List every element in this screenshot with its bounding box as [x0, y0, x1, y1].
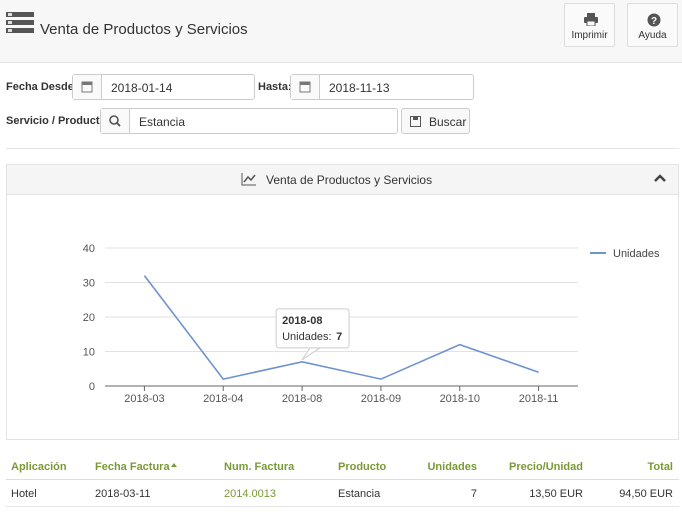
column-header[interactable]: Unidades: [427, 461, 477, 473]
table-cell: 2018-03-11: [95, 488, 151, 500]
table-cell: Estancia: [338, 488, 381, 500]
table-cell: 7: [470, 488, 477, 500]
table-cell: 94,50 EUR: [619, 488, 673, 500]
page-title: Venta de Productos y Servicios: [40, 21, 248, 38]
chart-panel: Venta de Productos y Servicios: [6, 164, 679, 440]
column-header[interactable]: Total: [647, 461, 673, 473]
x-tick-label: 2018-04: [203, 393, 243, 405]
print-label: Imprimir: [571, 30, 608, 41]
column-header[interactable]: Producto: [338, 461, 387, 473]
help-label: Ayuda: [638, 30, 667, 41]
date-to-value: 2018-11-13: [329, 81, 390, 95]
separator: [6, 148, 679, 149]
column-header[interactable]: Fecha Factura: [95, 461, 170, 473]
svg-text:?: ?: [651, 16, 657, 27]
legend-label: Unidades: [613, 248, 660, 260]
date-to-label: Hasta:: [258, 81, 292, 93]
table-cell: Hotel: [11, 488, 37, 500]
date-from-label: Fecha Desde:: [6, 81, 78, 93]
column-header[interactable]: Aplicación: [11, 461, 67, 473]
tooltip-label: Unidades:: [282, 331, 332, 343]
x-tick-label: 2018-09: [361, 393, 401, 405]
date-to-input[interactable]: 2018-11-13: [290, 74, 474, 100]
column-header[interactable]: Num. Factura: [224, 461, 295, 473]
y-tick-label: 0: [89, 381, 95, 393]
search-button[interactable]: Buscar: [401, 108, 470, 134]
y-tick-label: 40: [83, 243, 95, 255]
x-tick-label: 2018-08: [282, 393, 322, 405]
table-header-border: [6, 479, 679, 480]
table-cell: 13,50 EUR: [529, 488, 583, 500]
tooltip: [275, 308, 350, 349]
menu-icon: [6, 12, 34, 33]
panel-title: Venta de Productos y Servicios: [266, 173, 433, 187]
collapse-icon[interactable]: [654, 173, 666, 183]
table-cell[interactable]: 2014.0013: [224, 488, 276, 500]
x-tick-label: 2018-03: [124, 393, 164, 405]
product-label: Servicio / Producto:: [6, 115, 110, 127]
help-button[interactable]: ? Ayuda: [627, 3, 678, 47]
y-tick-label: 10: [83, 347, 95, 359]
product-value: Estancia: [139, 115, 186, 129]
sort-icon: [171, 463, 177, 467]
print-button[interactable]: Imprimir: [564, 3, 615, 47]
panel-header: Venta de Productos y Servicios: [7, 165, 678, 195]
date-from-value: 2018-01-14: [111, 81, 173, 95]
column-header[interactable]: Precio/Unidad: [509, 461, 583, 473]
row-border: [6, 506, 679, 507]
tooltip-title: 2018-08: [282, 315, 322, 327]
tooltip-value: 7: [336, 331, 342, 343]
y-tick-label: 20: [83, 312, 95, 324]
product-input[interactable]: Estancia: [100, 108, 398, 134]
date-from-input[interactable]: 2018-01-14: [72, 74, 255, 100]
y-tick-label: 30: [83, 278, 95, 290]
chart-icon: [241, 173, 256, 186]
x-tick-label: 2018-10: [440, 393, 480, 405]
x-tick-label: 2018-11: [519, 393, 559, 405]
header: Venta de Productos y Servicios Imprimir …: [0, 0, 682, 63]
search-label: Buscar: [429, 115, 467, 129]
series-line: [143, 275, 539, 380]
tooltip-pointer: [301, 347, 322, 361]
